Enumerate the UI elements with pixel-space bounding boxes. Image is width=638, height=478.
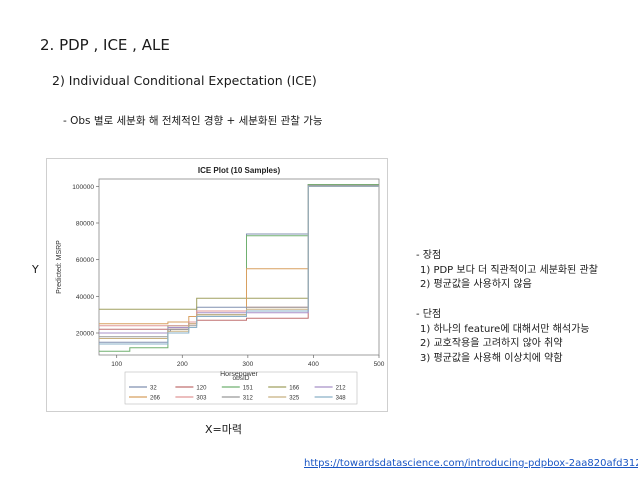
y-tick-label: 20000 — [76, 331, 94, 338]
legend-label: 312 — [243, 396, 254, 402]
legend-label: 32 — [150, 386, 157, 392]
cons-list: - 단점 1) 하나의 feature에 대해서만 해석가능 2) 교호작용을 … — [416, 308, 589, 366]
ice-series-151 — [99, 184, 379, 352]
y-annotation: Y — [32, 263, 39, 276]
x-axis-label: Horsepower — [220, 371, 258, 378]
legend-label: 212 — [336, 386, 347, 392]
ice-series-32 — [99, 184, 379, 343]
x-tick-label: 500 — [374, 361, 385, 368]
ice-series-303 — [99, 185, 379, 327]
y-axis-label: Predicted: MSRP — [56, 240, 63, 294]
x-tick-label: 300 — [242, 361, 253, 368]
pros-item: 2) 평균값을 사용하지 않음 — [420, 279, 532, 290]
slide-title: 2. PDP , ICE , ALE — [40, 36, 170, 54]
x-tick-label: 100 — [111, 361, 122, 368]
source-link[interactable]: https://towardsdatascience.com/introduci… — [304, 458, 638, 469]
plot-area — [98, 178, 380, 356]
legend-label: 151 — [243, 386, 254, 392]
legend-label: 325 — [289, 396, 300, 402]
ice-series-348 — [99, 185, 379, 345]
chart-title: ICE Plot (10 Samples) — [198, 166, 281, 175]
legend-label: 266 — [150, 396, 161, 402]
cons-heading: - 단점 — [416, 309, 442, 320]
ice-series-120 — [99, 185, 379, 330]
legend-label: 166 — [289, 386, 300, 392]
legend-label: 303 — [196, 396, 207, 402]
legend-title: obsID — [233, 375, 250, 382]
ice-plot-chart: ICE Plot (10 Samples) 20000 40000 60000 8000… — [46, 158, 388, 412]
y-tick-label: 100000 — [72, 184, 94, 191]
cons-item: 2) 교호작용을 고려하지 않아 취약 — [420, 338, 563, 349]
x-tick-label: 400 — [308, 361, 319, 368]
legend-label: 348 — [336, 396, 347, 402]
legend-label: 120 — [196, 386, 207, 392]
ice-series-312 — [99, 184, 379, 338]
pros-heading: - 장점 — [416, 250, 442, 261]
ice-series-325 — [99, 185, 379, 339]
ice-plot-svg: ICE Plot (10 Samples) 20000 40000 60000 8000… — [56, 166, 385, 405]
x-annotation: X=마력 — [205, 423, 242, 436]
section-title: 2) Individual Conditional Expectation (I… — [52, 73, 317, 88]
cons-item: 3) 평균값을 사용해 이상치에 약함 — [420, 352, 563, 364]
y-tick-label: 60000 — [76, 257, 94, 264]
legend-box — [124, 371, 358, 405]
y-tick-label: 40000 — [76, 294, 94, 301]
ice-series-166 — [99, 184, 379, 310]
ice-series-266 — [99, 185, 379, 325]
y-tick-label: 80000 — [76, 221, 94, 228]
obs-note: - Obs 별로 세분화 해 전체적인 경향 + 세분화된 관찰 가능 — [63, 115, 323, 127]
cons-item: 1) 하나의 feature에 대해서만 해석가능 — [420, 323, 590, 335]
x-tick-label: 200 — [177, 361, 188, 368]
pros-list: - 장점 1) PDP 보다 더 직관적이고 세분화된 관찰 2) 평균값을 사… — [416, 249, 598, 293]
pros-item: 1) PDP 보다 더 직관적이고 세분화된 관찰 — [420, 264, 598, 276]
